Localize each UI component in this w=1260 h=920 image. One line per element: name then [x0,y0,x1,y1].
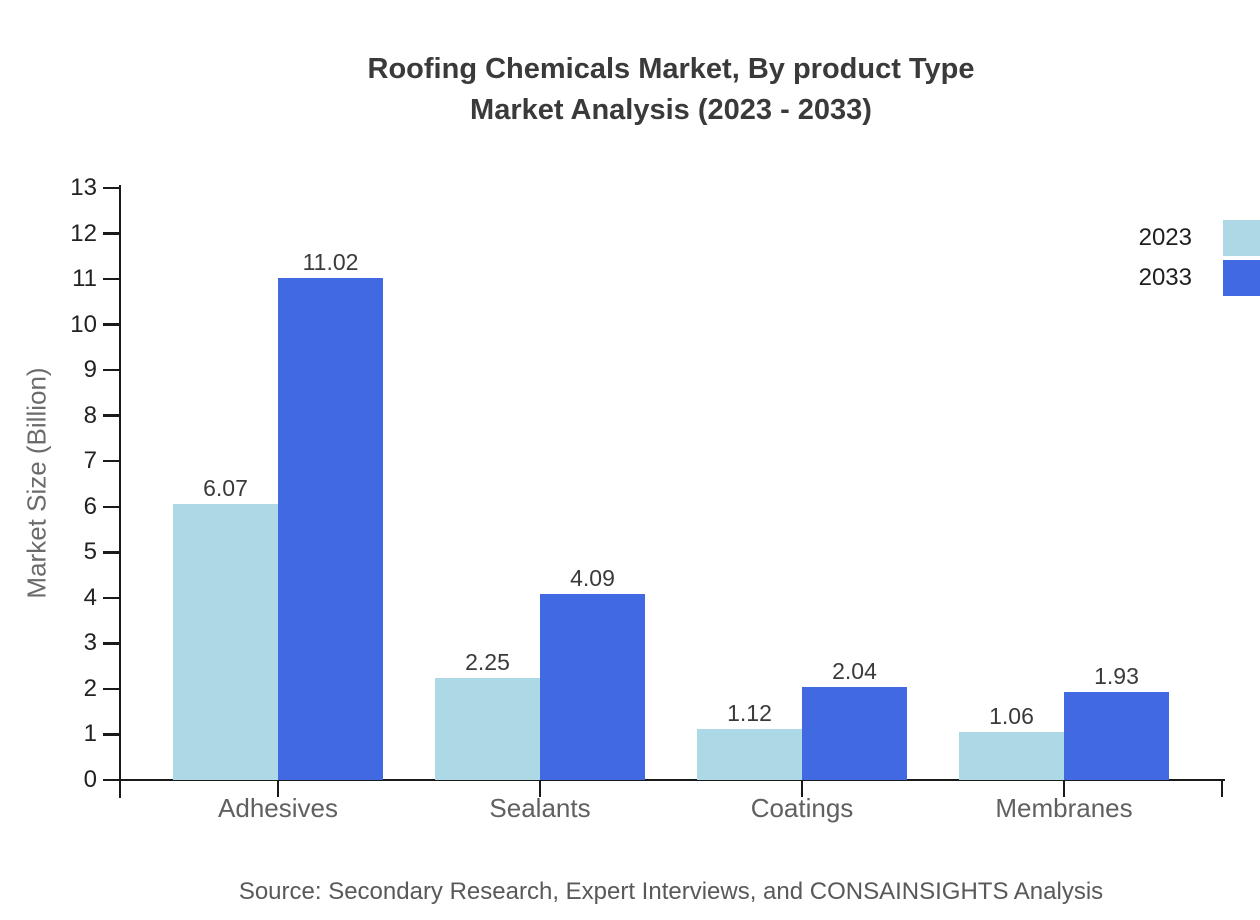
x-tick [538,780,542,797]
bar-2033-sealants [540,593,645,780]
bar-2023-membranes [959,731,1064,780]
bar-2033-adhesives [278,278,383,780]
bar-value-label-2033-membranes: 1.93 [1094,663,1139,690]
chart-title: Roofing Chemicals Market, By product Typ… [120,49,1222,131]
y-tick [103,232,120,235]
bar-2023-adhesives [173,503,278,780]
bar-value-label-2033-coatings: 2.04 [832,658,877,685]
y-tick [103,778,120,782]
bar-value-label-2033-adhesives: 11.02 [302,249,359,276]
x-tick [276,780,280,797]
y-tick [103,687,120,691]
category-label-adhesives: Adhesives [218,793,338,823]
y-tick-label: 4 [83,583,97,611]
y-tick [103,277,120,281]
x-axis-end-tick [1220,780,1224,797]
y-tick-label: 12 [70,219,97,247]
y-tick [103,186,120,190]
bar-2033-membranes [1064,692,1169,780]
bar-value-label-2023-sealants: 2.25 [465,648,510,675]
y-tick-label: 8 [83,401,97,429]
bar-value-label-2033-sealants: 4.09 [570,564,615,591]
chart-title-line1: Roofing Chemicals Market, By product Typ… [367,53,975,85]
y-tick-label: 6 [83,492,97,520]
source-note: Source: Secondary Research, Expert Inter… [238,878,1104,905]
bar-2023-coatings [697,728,802,780]
legend-swatch-2033 [1223,260,1260,296]
y-tick-label: 1 [83,720,97,748]
chart-title-line2: Market Analysis (2023 - 2033) [470,94,872,126]
y-axis-line [118,185,122,798]
y-tick-label: 3 [83,629,97,657]
y-tick-label: 0 [83,766,97,793]
category-label-coatings: Coatings [750,793,854,823]
y-tick [103,459,120,463]
y-tick [103,323,120,326]
y-tick [103,505,120,509]
y-tick [103,551,120,554]
y-tick [103,368,120,372]
bar-value-label-2023-adhesives: 6.07 [203,474,248,501]
legend-label-2033: 2033 [1138,264,1192,291]
bar-2023-sealants [435,677,540,780]
x-tick [800,780,804,797]
y-tick-label: 11 [72,265,97,293]
y-tick-label: 5 [83,538,97,566]
x-tick [1062,780,1066,797]
bar-2033-coatings [802,687,907,780]
y-tick-label: 10 [70,310,97,338]
x-axis-line [103,778,1225,782]
bar-value-label-2023-membranes: 1.06 [989,702,1034,729]
category-label-membranes: Membranes [995,793,1133,823]
y-tick-label: 9 [83,356,97,384]
y-tick [103,733,120,736]
y-tick [103,642,120,645]
legend-swatch-2023 [1223,220,1260,256]
bar-value-label-2023-coatings: 1.12 [727,699,772,726]
y-tick [103,414,120,417]
y-tick-label: 2 [83,674,97,702]
y-tick-label: 7 [83,447,97,475]
legend-label-2023: 2023 [1138,224,1192,251]
y-tick-label: 13 [70,174,97,201]
y-tick [103,596,120,600]
category-label-sealants: Sealants [489,793,591,823]
